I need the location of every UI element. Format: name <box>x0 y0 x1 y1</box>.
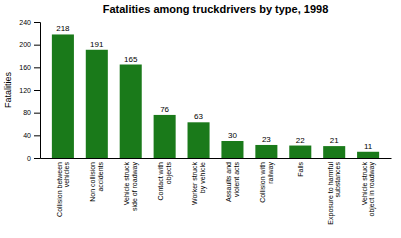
y-tick-label: 200 <box>19 41 31 48</box>
x-tick: Exposure to harmfulsubstances <box>327 162 342 225</box>
y-tick: 160 <box>19 64 40 71</box>
data-label: 22 <box>296 136 305 145</box>
x-axis: Collision betweenvehicles Non collisionac… <box>41 159 392 225</box>
y-tick: 120 <box>19 87 40 94</box>
x-tick-label: Collision withrailway <box>259 162 275 203</box>
y-axis-line <box>34 23 41 159</box>
data-labels: 218 191 165 76 63 30 23 22 21 11 <box>56 24 373 150</box>
bar <box>86 50 108 158</box>
y-tick-label: 40 <box>23 132 31 139</box>
y-tick-label: 160 <box>19 64 31 71</box>
x-tick: Vehicle struckside of roadway <box>123 162 139 212</box>
y-axis-title: Fatalities <box>3 71 13 108</box>
x-tick: Assaults andviolent acts <box>225 162 240 203</box>
x-tick-label: Falls <box>297 162 304 177</box>
bar <box>255 145 277 158</box>
y-axis: 0 40 80 120 160 200 240 <box>19 19 40 162</box>
y-tick-mark <box>34 67 40 68</box>
data-label: 165 <box>124 55 138 64</box>
bar <box>289 146 311 158</box>
data-label: 21 <box>330 136 339 145</box>
x-tick-label: Contact withobjects <box>157 162 173 201</box>
y-tick-mark <box>34 22 40 23</box>
x-tick: Non collisionaccidents <box>89 162 104 202</box>
y-tick-label: 0 <box>27 155 31 162</box>
data-label: 76 <box>160 105 169 114</box>
y-tick-mark <box>34 158 40 159</box>
data-label: 63 <box>194 112 203 121</box>
x-tick: Contact withobjects <box>157 162 173 201</box>
bar <box>357 152 379 158</box>
y-tick-mark <box>34 45 40 46</box>
y-tick: 40 <box>23 132 40 139</box>
title: Fatalities among truckdrivers by type, 1… <box>103 3 329 15</box>
y-tick-mark <box>34 135 40 136</box>
x-tick-label: Exposure to harmfulsubstances <box>327 162 342 225</box>
bar <box>52 34 74 158</box>
data-label: 23 <box>262 135 271 144</box>
x-axis-line <box>41 158 392 159</box>
x-tick: Collision withrailway <box>259 162 275 203</box>
x-tick-label: Collision betweenvehicles <box>55 162 70 217</box>
y-tick-mark <box>34 113 40 114</box>
data-label: 30 <box>228 131 237 140</box>
y-tick: 0 <box>27 155 40 162</box>
x-tick-label: Assaults andviolent acts <box>225 162 240 203</box>
x-tick: Vehicle struckobject in roadway <box>361 162 377 217</box>
x-tick: Worker struckby vehicle <box>191 162 207 206</box>
x-tick-label: Vehicle struckside of roadway <box>123 162 139 212</box>
data-label: 191 <box>90 40 104 49</box>
x-tick-label: Worker struckby vehicle <box>191 162 207 206</box>
chart: 218 191 165 76 63 30 23 22 21 11 0 40 80 120 160 200 240… <box>0 0 401 238</box>
y-tick: 200 <box>19 41 40 48</box>
y-tick-label: 120 <box>19 87 31 94</box>
bar <box>221 141 243 158</box>
bars <box>52 34 379 158</box>
data-label: 11 <box>364 142 373 151</box>
bar <box>120 65 142 159</box>
bar <box>323 146 345 158</box>
y-tick-label: 240 <box>19 19 31 26</box>
y-tick: 240 <box>19 19 40 26</box>
bar <box>154 115 176 158</box>
y-tick-mark <box>34 90 40 91</box>
x-tick: Falls <box>297 162 304 177</box>
plot: 218 191 165 76 63 30 23 22 21 11 0 40 80 120 160 200 240… <box>19 19 391 225</box>
y-tick-label: 80 <box>23 109 31 116</box>
x-tick-label: Vehicle struckobject in roadway <box>361 162 377 217</box>
x-tick: Collision betweenvehicles <box>55 162 70 217</box>
bar <box>188 122 210 158</box>
data-label: 218 <box>56 24 70 33</box>
x-tick-label: Non collisionaccidents <box>89 162 104 202</box>
y-tick: 80 <box>23 109 40 116</box>
